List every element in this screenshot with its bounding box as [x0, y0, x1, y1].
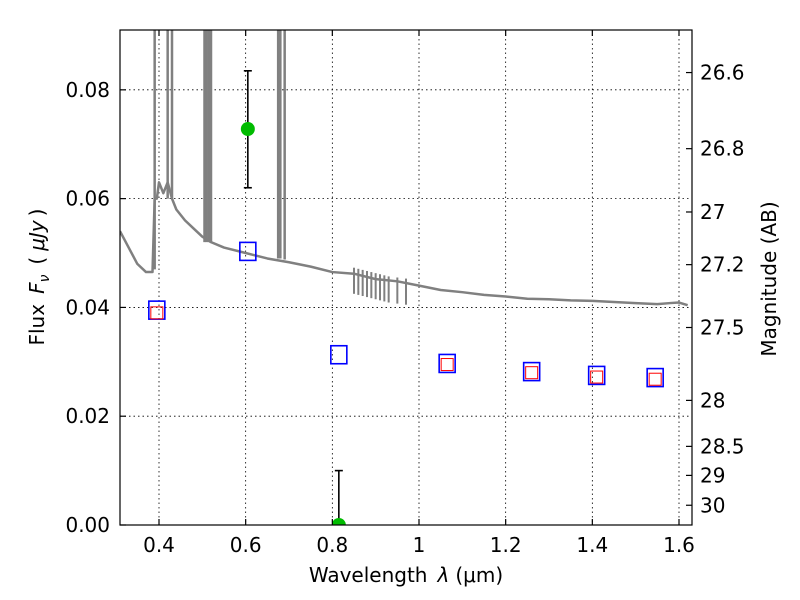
plot-frame: [119, 29, 693, 526]
x-tick-label: 1.6: [663, 533, 695, 557]
x-tick-label: 0.8: [316, 533, 348, 557]
model-photometry-square: [646, 367, 664, 388]
magnitude-tick-label: 28: [700, 388, 725, 412]
observed-flux-square: [648, 372, 662, 386]
magnitude-tick-label: 27.5: [700, 316, 745, 340]
x-axis-label: Wavelength λ (μm): [309, 563, 503, 587]
model-photometry-square: [587, 365, 606, 386]
model-photometry-square: [239, 241, 257, 262]
y-axis-label: FluxFν(μJy): [25, 208, 53, 345]
magnitude-tick-label: 27.2: [700, 253, 745, 277]
observed-flux-square: [440, 358, 454, 372]
x-tick-label: 0.6: [230, 533, 262, 557]
photometry-markers: [148, 69, 664, 525]
observed-flux-square: [150, 306, 164, 320]
y-tick-label: 0.08: [65, 78, 110, 102]
x-tick-label: 1: [413, 533, 426, 557]
measurement-point: [240, 122, 255, 136]
measurement-point: [331, 518, 346, 525]
sed-template-line-group: [120, 30, 689, 307]
y-tick-label: 0.02: [65, 404, 110, 428]
magnitude-tick-label: 26.6: [700, 61, 745, 85]
y-tick-label: 0.04: [65, 295, 110, 319]
observed-flux-square: [525, 366, 539, 380]
magnitude-tick-label: 28.5: [700, 434, 745, 458]
magnitude-tick-label: 27: [700, 200, 725, 224]
y-axis-ticks: 0.00 0.02 0.04 0.06 0.08: [65, 78, 126, 537]
magnitude-axis-ticks: 26.6 26.8 27 27.2 27.5 28 28.5 29 30: [686, 61, 745, 517]
x-tick-label: 0.4: [143, 533, 175, 557]
magnitude-tick-label: 30: [700, 493, 725, 517]
model-photometry-square: [522, 361, 541, 382]
grid-lines: [120, 30, 692, 526]
x-axis-ticks: 0.4 0.6 0.8 1 1.2 1.4 1.6: [143, 30, 695, 557]
y-tick-label: 0.00: [65, 513, 110, 537]
model-photometry-square: [438, 353, 456, 374]
magnitude-axis-label: Magnitude (AB): [757, 201, 781, 356]
y-tick-label: 0.06: [65, 187, 110, 211]
magnitude-tick-label: 29: [700, 463, 725, 487]
magnitude-tick-label: 26.8: [700, 137, 745, 161]
x-tick-label: 1.4: [576, 533, 608, 557]
observed-flux-square: [590, 370, 604, 384]
model-photometry-square: [330, 344, 348, 365]
x-tick-label: 1.2: [490, 533, 522, 557]
sed-template-line: [120, 181, 689, 307]
